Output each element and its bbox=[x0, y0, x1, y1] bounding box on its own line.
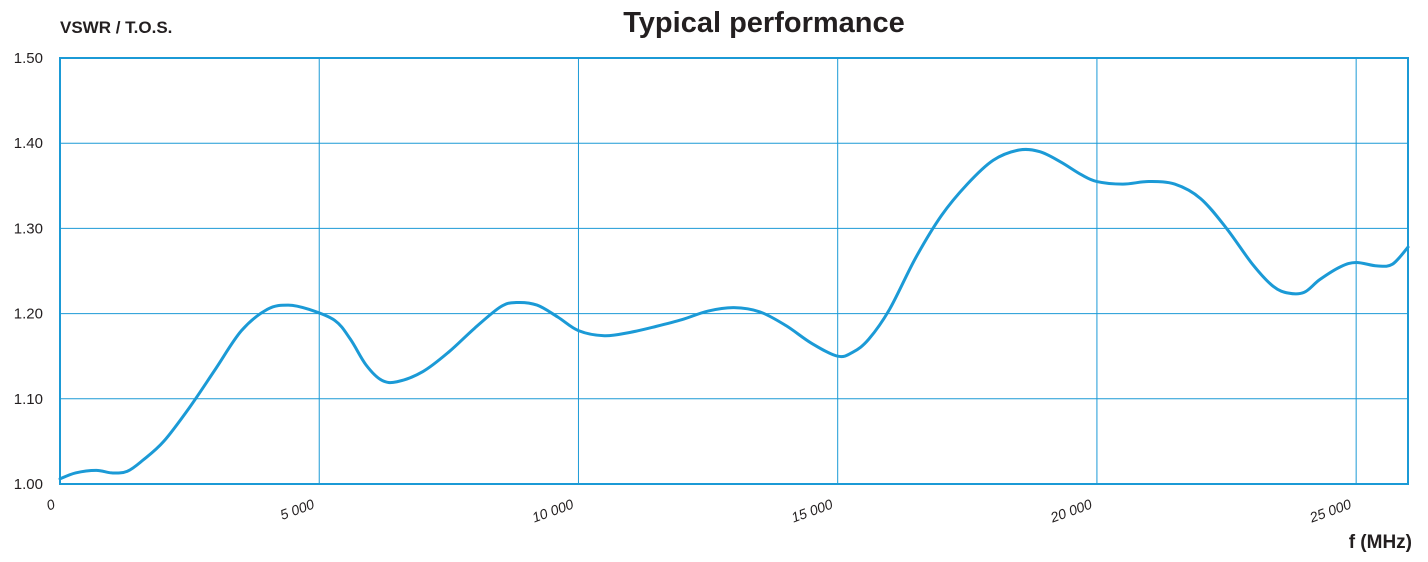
chart-title: Typical performance bbox=[623, 7, 905, 39]
x-tick-label: 0 bbox=[44, 496, 57, 514]
y-ticks: 1.00 1.10 1.20 1.30 1.40 1.50 bbox=[14, 50, 43, 493]
vswr-series-line bbox=[60, 149, 1408, 479]
x-tick-label: 15 000 bbox=[789, 496, 835, 526]
y-tick-label: 1.20 bbox=[14, 306, 43, 323]
y-tick-label: 1.30 bbox=[14, 220, 43, 237]
x-ticks: 0 5 000 10 000 15 000 20 000 25 000 bbox=[44, 496, 1353, 526]
x-tick-label: 5 000 bbox=[278, 496, 317, 523]
y-axis-label: VSWR / T.O.S. bbox=[60, 18, 172, 37]
x-tick-label: 20 000 bbox=[1047, 496, 1094, 526]
x-tick-label: 10 000 bbox=[530, 496, 576, 526]
x-axis-label: f (MHz) bbox=[1349, 532, 1412, 553]
y-tick-label: 1.50 bbox=[14, 50, 43, 67]
series-layer bbox=[60, 149, 1408, 479]
plot-frame bbox=[60, 58, 1408, 484]
y-tick-label: 1.40 bbox=[14, 135, 43, 152]
y-tick-label: 1.00 bbox=[14, 476, 43, 493]
y-tick-label: 1.10 bbox=[14, 391, 43, 408]
x-tick-label: 25 000 bbox=[1307, 496, 1354, 526]
grid bbox=[60, 58, 1408, 484]
